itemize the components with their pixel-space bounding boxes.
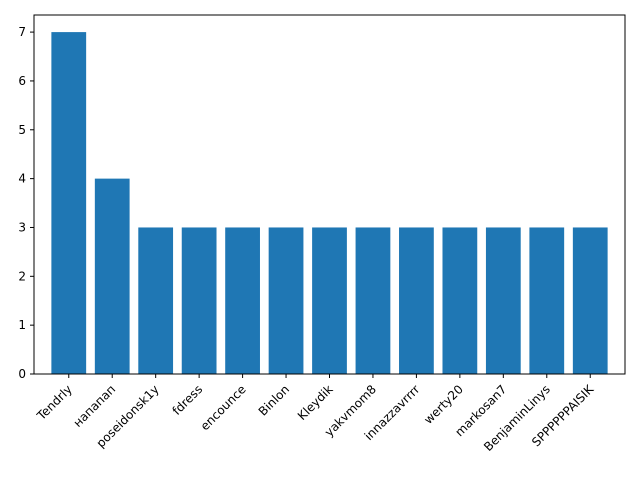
y-tick-label-0: 0	[18, 367, 26, 381]
bar-4	[225, 227, 260, 374]
x-tick-label-3: fdress	[170, 382, 206, 418]
y-tick-label-4: 4	[18, 172, 26, 186]
bar-6	[312, 227, 347, 374]
bar-7	[355, 227, 391, 374]
x-tick-label-0: Tendrly	[34, 382, 75, 423]
y-tick-label-7: 7	[18, 25, 26, 39]
bar-3	[181, 227, 217, 374]
y-tick-label-3: 3	[18, 220, 26, 234]
y-tick-label-2: 2	[18, 269, 26, 283]
bar-8	[399, 227, 434, 374]
bars-group	[51, 32, 608, 374]
x-tick-label-5: Binlon	[256, 382, 292, 418]
y-tick-label-1: 1	[18, 318, 26, 332]
plot-frame	[33, 14, 626, 375]
x-tick-label-6: Kleydik	[295, 382, 336, 423]
x-tick-label-4: encounce	[198, 382, 249, 433]
y-axis-ticks: 0 1 2 3 4 5 6 7	[18, 25, 34, 381]
y-tick-label-5: 5	[18, 123, 26, 137]
x-tick-label-9: werty20	[421, 382, 466, 427]
bar-9	[442, 227, 478, 374]
bar-5	[268, 227, 304, 374]
bar-0	[51, 32, 87, 374]
bar-1	[94, 178, 130, 374]
bar-11	[529, 227, 565, 374]
y-tick-label-6: 6	[18, 74, 26, 88]
bar-2	[138, 227, 174, 374]
bar-12	[572, 227, 608, 374]
bar-10	[485, 227, 521, 374]
